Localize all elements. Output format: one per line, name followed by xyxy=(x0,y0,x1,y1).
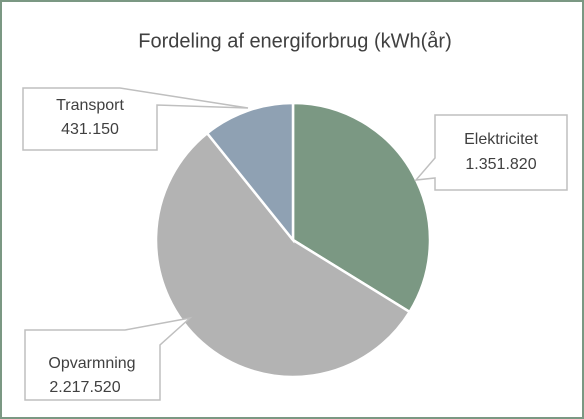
category-label: Transport xyxy=(56,97,124,114)
pie xyxy=(154,101,432,379)
chart-title: Fordeling af energiforbrug (kWh(år) xyxy=(138,30,451,52)
data-label: 431.150 xyxy=(61,121,119,138)
wedge xyxy=(205,101,295,244)
callout xyxy=(22,87,249,151)
data-label: 2.217.520 xyxy=(49,379,120,396)
data-label: 1.351.820 xyxy=(465,156,536,173)
wedge xyxy=(154,131,412,379)
category-label: Elektricitet xyxy=(464,131,538,148)
callout xyxy=(24,316,193,401)
category-label: Opvarmning xyxy=(48,355,135,372)
callout xyxy=(414,114,568,191)
